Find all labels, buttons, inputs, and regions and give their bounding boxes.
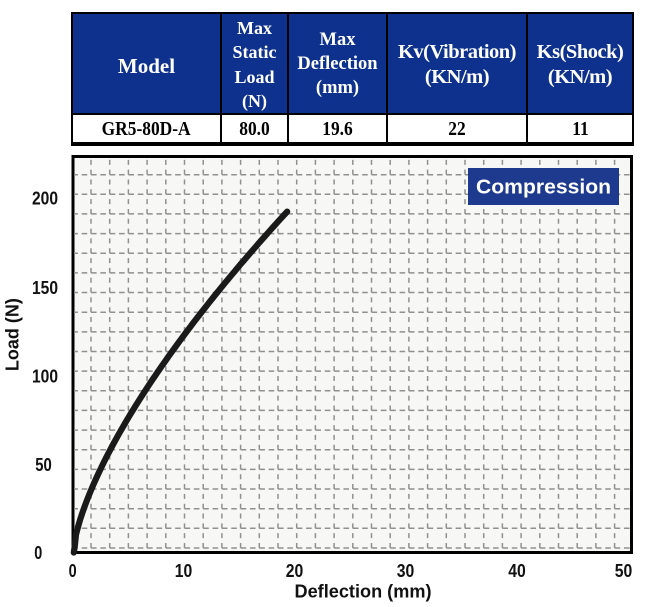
svg-text:0: 0 bbox=[69, 561, 77, 581]
svg-text:150: 150 bbox=[32, 278, 58, 298]
svg-text:100: 100 bbox=[32, 367, 58, 387]
svg-text:50: 50 bbox=[615, 561, 633, 581]
svg-text:Deflection (mm): Deflection (mm) bbox=[295, 582, 432, 602]
svg-text:30: 30 bbox=[397, 561, 415, 581]
svg-text:200: 200 bbox=[32, 189, 58, 209]
svg-text:10: 10 bbox=[175, 561, 193, 581]
svg-text:50: 50 bbox=[35, 455, 52, 475]
svg-text:20: 20 bbox=[286, 561, 304, 581]
svg-text:40: 40 bbox=[508, 561, 526, 581]
svg-text:Load (N): Load (N) bbox=[3, 298, 23, 371]
svg-text:Compression: Compression bbox=[476, 176, 611, 199]
svg-text:0: 0 bbox=[34, 543, 42, 563]
